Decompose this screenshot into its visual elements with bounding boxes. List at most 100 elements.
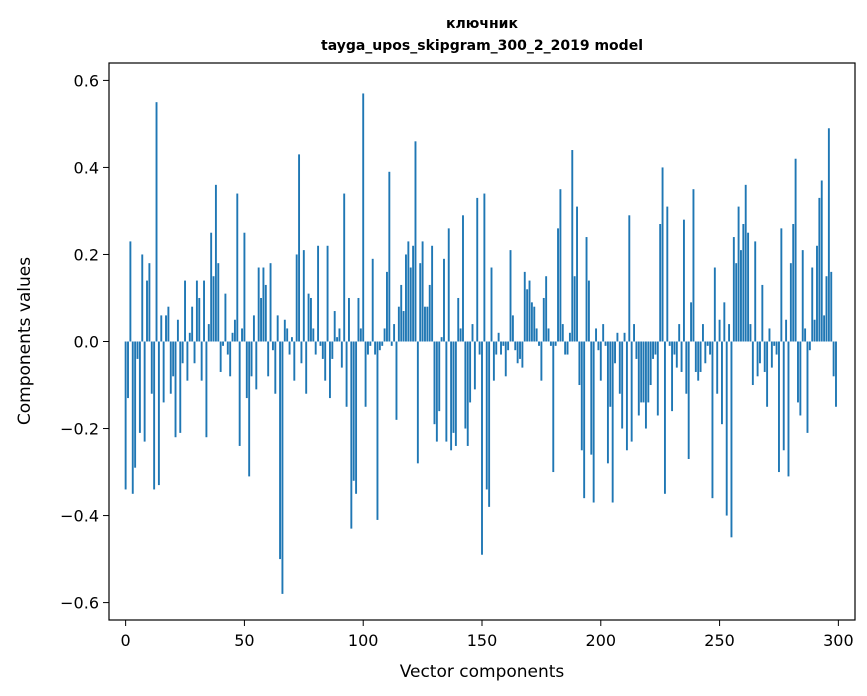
bar [143,341,146,442]
bar [255,341,258,390]
bar [445,341,448,442]
bar [146,280,148,342]
bar [523,271,526,342]
x-axis-label: Vector components [400,662,565,682]
bar [414,141,417,342]
bar [723,302,726,342]
bar [566,341,569,355]
bar [642,341,645,403]
bar [267,341,270,377]
x-tick-label: 200 [586,631,617,650]
bar [186,341,189,381]
bar [127,341,129,399]
bar [789,263,792,342]
bar [552,341,555,473]
bar [775,341,778,355]
bar [533,306,536,342]
bar [782,341,785,451]
bar [747,232,750,342]
bar [644,341,647,429]
bar [129,241,132,342]
bar [713,267,716,342]
y-tick-label: −0.6 [60,594,99,613]
bar [547,328,550,342]
bar [504,341,507,377]
bar [172,341,175,377]
bar [663,341,666,494]
bar [402,311,405,342]
bar [352,341,355,481]
bar [542,297,545,342]
x-tick-label: 300 [823,631,854,650]
bar [730,341,733,538]
bar [554,341,557,346]
bar [507,341,510,351]
bar [571,150,574,342]
bar [628,215,631,342]
bar [243,232,246,342]
bar [497,332,500,342]
bar [761,284,764,342]
bar [668,341,671,346]
bar [804,328,807,342]
bar [625,341,628,451]
x-tick-label: 50 [234,631,254,650]
bar [490,267,493,342]
bar [331,341,334,359]
bar [599,341,602,381]
y-tick-label: −0.4 [60,507,99,526]
bar [702,324,704,342]
bar [321,341,324,359]
bar [233,319,236,342]
bar [286,328,289,342]
bar [492,341,495,381]
bar [785,319,788,342]
bar [326,245,329,342]
bar [476,197,479,342]
bar [516,341,519,364]
bar [792,224,795,342]
chart-title: ключник [446,16,518,32]
bar [162,341,165,403]
bar [405,254,407,342]
bar [813,319,816,342]
bar [217,263,220,342]
bar [395,341,398,420]
bar [694,341,697,372]
bar [203,280,205,342]
bar [538,341,540,346]
bar [818,197,821,342]
bar [557,228,559,342]
bar [457,297,460,342]
bar [832,341,835,377]
bar [435,341,438,442]
bar [545,276,548,342]
bar [740,250,742,342]
bar [469,341,472,403]
bar [483,193,486,342]
bar [324,341,327,381]
bar [165,315,167,342]
bar [236,193,239,342]
bar [604,341,607,346]
bar [511,315,514,342]
bar [329,341,331,399]
bar [295,254,298,342]
y-tick-label: 0.2 [74,245,99,264]
bar [583,341,586,499]
bar [238,341,241,446]
x-tick-label: 100 [348,631,379,650]
bar [514,341,517,351]
bar [188,332,191,342]
bar [433,341,436,425]
bar [656,341,659,416]
bar [609,341,612,407]
bar [576,206,578,342]
bar [633,324,635,342]
bar [530,302,533,342]
bar [521,341,524,368]
bar [540,341,543,381]
bar [464,341,467,429]
bar [416,341,419,464]
bar [314,341,317,355]
